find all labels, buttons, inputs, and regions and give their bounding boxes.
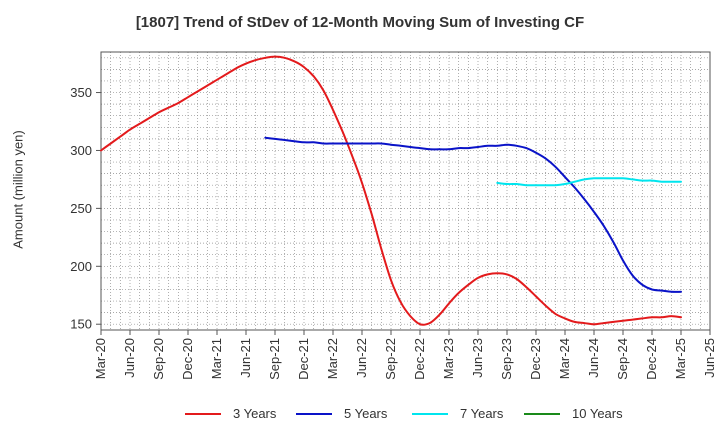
x-tick-label: Mar-20 (93, 338, 108, 379)
x-tick-label: Dec-24 (644, 338, 659, 380)
legend-label-10-years: 10 Years (572, 406, 623, 421)
y-tick-label: 300 (70, 143, 92, 158)
legend-swatch-5-years (296, 412, 332, 415)
y-tick-label: 250 (70, 201, 92, 216)
x-tick-label: Jun-20 (122, 338, 137, 378)
legend-item-10-years: 10 Years (524, 406, 623, 421)
legend-label-3-years: 3 Years (233, 406, 277, 421)
x-tick-label: Jun-25 (702, 338, 717, 378)
legend-item-5-years: 5 Years (296, 406, 387, 421)
x-tick-label: Jun-23 (470, 338, 485, 378)
legend-label-5-years: 5 Years (344, 406, 388, 421)
x-tick-label: Dec-20 (180, 338, 195, 380)
x-tick-label: Jun-21 (238, 338, 253, 378)
legend-label-7-years: 7 Years (460, 406, 504, 421)
legend-swatch-3-years (185, 412, 221, 415)
x-tick-label: Jun-24 (586, 338, 601, 378)
x-tick-label: Mar-25 (673, 338, 688, 379)
y-tick-label: 150 (70, 317, 92, 332)
legend-item-3-years: 3 Years (185, 406, 276, 421)
x-tick-label: Sep-21 (267, 338, 282, 380)
series-line-7-years (496, 177, 682, 187)
y-tick-label: 200 (70, 259, 92, 274)
plot-area-frame (100, 51, 711, 331)
chart-title: [1807] Trend of StDev of 12-Month Moving… (135, 14, 585, 31)
x-tick-label: Sep-23 (499, 338, 514, 380)
legend-swatch-7-years (412, 412, 448, 415)
legend-item-7-years: 7 Years (412, 406, 503, 421)
y-tick-label: 350 (70, 85, 92, 100)
x-tick-label: Dec-21 (296, 338, 311, 380)
x-tick-label: Mar-22 (325, 338, 340, 379)
series-line-3-years (100, 55, 682, 326)
x-tick-label: Dec-23 (528, 338, 543, 380)
x-tick-label: Mar-23 (441, 338, 456, 379)
x-tick-label: Sep-24 (615, 338, 630, 380)
x-tick-label: Mar-21 (209, 338, 224, 379)
x-tick-label: Sep-22 (383, 338, 398, 380)
series-line-5-years (264, 136, 682, 293)
x-tick-label: Jun-22 (354, 338, 369, 378)
legend-swatch-10-years (524, 412, 560, 415)
chart-legend: 3 Years 5 Years 7 Years 10 Years (0, 406, 720, 426)
x-tick-label: Sep-20 (151, 338, 166, 380)
x-tick-label: Dec-22 (412, 338, 427, 380)
x-tick-label: Mar-24 (557, 338, 572, 379)
